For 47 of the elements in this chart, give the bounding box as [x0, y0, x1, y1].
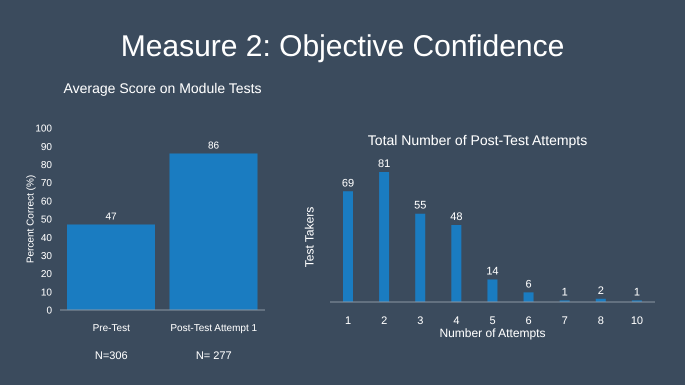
- data-label: 1: [634, 286, 640, 298]
- bar: [487, 280, 498, 302]
- text: Measure 2: Objective Confidence: [120, 30, 566, 64]
- y-tick-label: 20: [40, 269, 52, 280]
- y-tick-label: 40: [40, 232, 52, 244]
- x-tick-label: 4: [453, 314, 460, 327]
- data-label: 48: [450, 210, 462, 223]
- data-label: 14: [486, 266, 499, 278]
- chart-title: Total Number of Post-Test Attempts: [366, 132, 588, 149]
- y-tick-label: 60: [40, 196, 52, 208]
- data-label: 86: [208, 140, 220, 152]
- y-tick-label: 30: [40, 250, 52, 262]
- text: N=306: [94, 350, 129, 362]
- bar: [379, 172, 390, 302]
- y-tick-label: 70: [40, 178, 52, 190]
- x-tick-label: 10: [630, 314, 644, 327]
- bar: [415, 214, 426, 302]
- y-tick-label: 0: [46, 306, 52, 317]
- chart-title: Average Score on Module Tests: [62, 80, 262, 97]
- x-tick-label: 6: [526, 314, 532, 327]
- x-tick-label: Pre-Test: [92, 323, 130, 334]
- x-tick-label: 7: [562, 314, 568, 327]
- y-tick-label: 90: [40, 142, 52, 153]
- data-label: 1: [562, 286, 568, 298]
- y-axis-title: Test Takers: [302, 206, 316, 268]
- data-label: 2: [598, 284, 604, 297]
- x-tick-label: 1: [344, 314, 352, 327]
- data-label: 55: [414, 200, 426, 212]
- y-axis-title: Percent Correct (%): [26, 174, 37, 264]
- x-tick-label: 2: [381, 314, 388, 327]
- data-label: 6: [525, 278, 532, 290]
- data-label: 47: [105, 211, 117, 222]
- bar: [343, 191, 353, 302]
- y-tick-label: 10: [40, 287, 52, 298]
- x-axis-title: Number of Attempts: [439, 326, 546, 340]
- y-tick-label: 80: [40, 160, 52, 171]
- y-tick-label: 50: [40, 214, 52, 226]
- y-tick-label: 100: [35, 124, 52, 135]
- x-tick-label: 3: [417, 314, 424, 327]
- bar: [524, 292, 534, 302]
- x-tick-label: 5: [489, 314, 496, 327]
- bar: [451, 224, 462, 302]
- text: N= 277: [194, 350, 233, 362]
- x-tick-label: Post-Test Attempt 1: [170, 323, 258, 334]
- data-label: 81: [378, 158, 390, 170]
- x-tick-label: 8: [598, 314, 604, 327]
- data-label: 69: [342, 177, 354, 190]
